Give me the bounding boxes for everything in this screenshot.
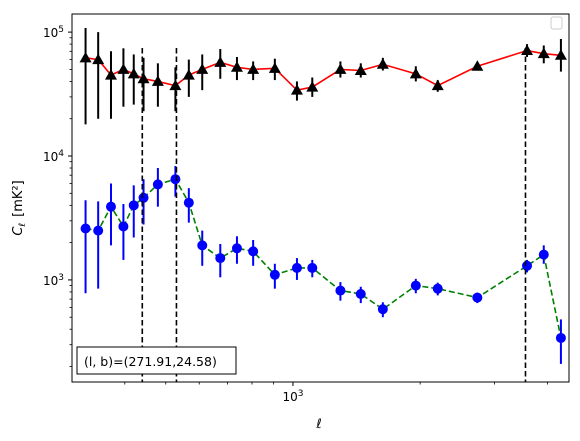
data-point bbox=[93, 225, 104, 236]
x-axis-label: ℓ bbox=[315, 417, 321, 432]
data-point bbox=[334, 63, 347, 74]
data-point bbox=[151, 75, 164, 86]
y-axis-label-main: C bbox=[11, 226, 26, 236]
data-point bbox=[117, 63, 130, 74]
data-point bbox=[554, 49, 567, 60]
y-axis-label-sub: ℓ bbox=[18, 223, 28, 228]
data-point bbox=[92, 53, 105, 65]
data-point bbox=[248, 246, 259, 257]
data-point bbox=[127, 67, 140, 79]
axes-layer: 103 103 104 105 bbox=[43, 13, 570, 404]
data-point bbox=[268, 62, 281, 73]
data-point bbox=[538, 249, 549, 260]
y-tick-label: 105 bbox=[43, 25, 64, 40]
data-point bbox=[105, 201, 116, 212]
plot-background bbox=[72, 14, 569, 382]
y-tick-label: 103 bbox=[43, 273, 64, 288]
data-point bbox=[152, 179, 163, 190]
data-point bbox=[215, 253, 226, 264]
x-tick-label: 103 bbox=[282, 389, 303, 404]
data-point bbox=[432, 283, 443, 294]
data-point bbox=[291, 262, 302, 273]
data-point bbox=[555, 332, 566, 343]
series-1 bbox=[80, 166, 566, 364]
data-point bbox=[79, 51, 92, 63]
data-point bbox=[307, 262, 318, 273]
axes-frame bbox=[71, 13, 570, 383]
legend-box bbox=[550, 16, 563, 30]
y-tick-label: 104 bbox=[43, 149, 64, 164]
data-point bbox=[138, 192, 149, 203]
data-point bbox=[182, 69, 195, 80]
data-point bbox=[410, 280, 421, 291]
data-point bbox=[376, 58, 389, 69]
data-point bbox=[231, 243, 242, 254]
data-point bbox=[196, 63, 209, 74]
data-point bbox=[306, 81, 319, 92]
data-point bbox=[183, 197, 194, 208]
data-point bbox=[247, 63, 260, 74]
data-point bbox=[472, 292, 483, 303]
data-point bbox=[169, 79, 182, 91]
data-point bbox=[335, 285, 346, 296]
data-point bbox=[128, 200, 139, 211]
data-point bbox=[214, 56, 227, 67]
y-axis-label: Cℓ [mK²] bbox=[11, 180, 28, 235]
annotation-text: (l, b)=(271.91,24.58) bbox=[84, 354, 217, 369]
data-point bbox=[230, 61, 243, 72]
data-point bbox=[471, 60, 484, 71]
data-point bbox=[80, 223, 91, 234]
vline-layer bbox=[141, 48, 527, 382]
data-point bbox=[522, 260, 533, 271]
data-point bbox=[269, 269, 280, 280]
y-axis-label-unit: [mK²] bbox=[11, 180, 26, 217]
data-point bbox=[197, 240, 208, 251]
data-point bbox=[409, 67, 422, 79]
data-point bbox=[377, 304, 388, 315]
data-point bbox=[355, 288, 366, 299]
data-point bbox=[137, 72, 150, 84]
data-point bbox=[354, 64, 367, 75]
series-layer bbox=[79, 27, 567, 364]
data-point bbox=[170, 174, 181, 185]
plot-area bbox=[72, 14, 569, 382]
annotation-box: (l, b)=(271.91,24.58) bbox=[76, 346, 237, 375]
data-point bbox=[104, 69, 117, 80]
series-0 bbox=[79, 27, 567, 125]
data-point bbox=[290, 84, 303, 95]
data-point bbox=[431, 79, 444, 91]
data-point bbox=[521, 44, 534, 56]
data-point bbox=[118, 221, 129, 232]
data-point bbox=[537, 47, 550, 59]
